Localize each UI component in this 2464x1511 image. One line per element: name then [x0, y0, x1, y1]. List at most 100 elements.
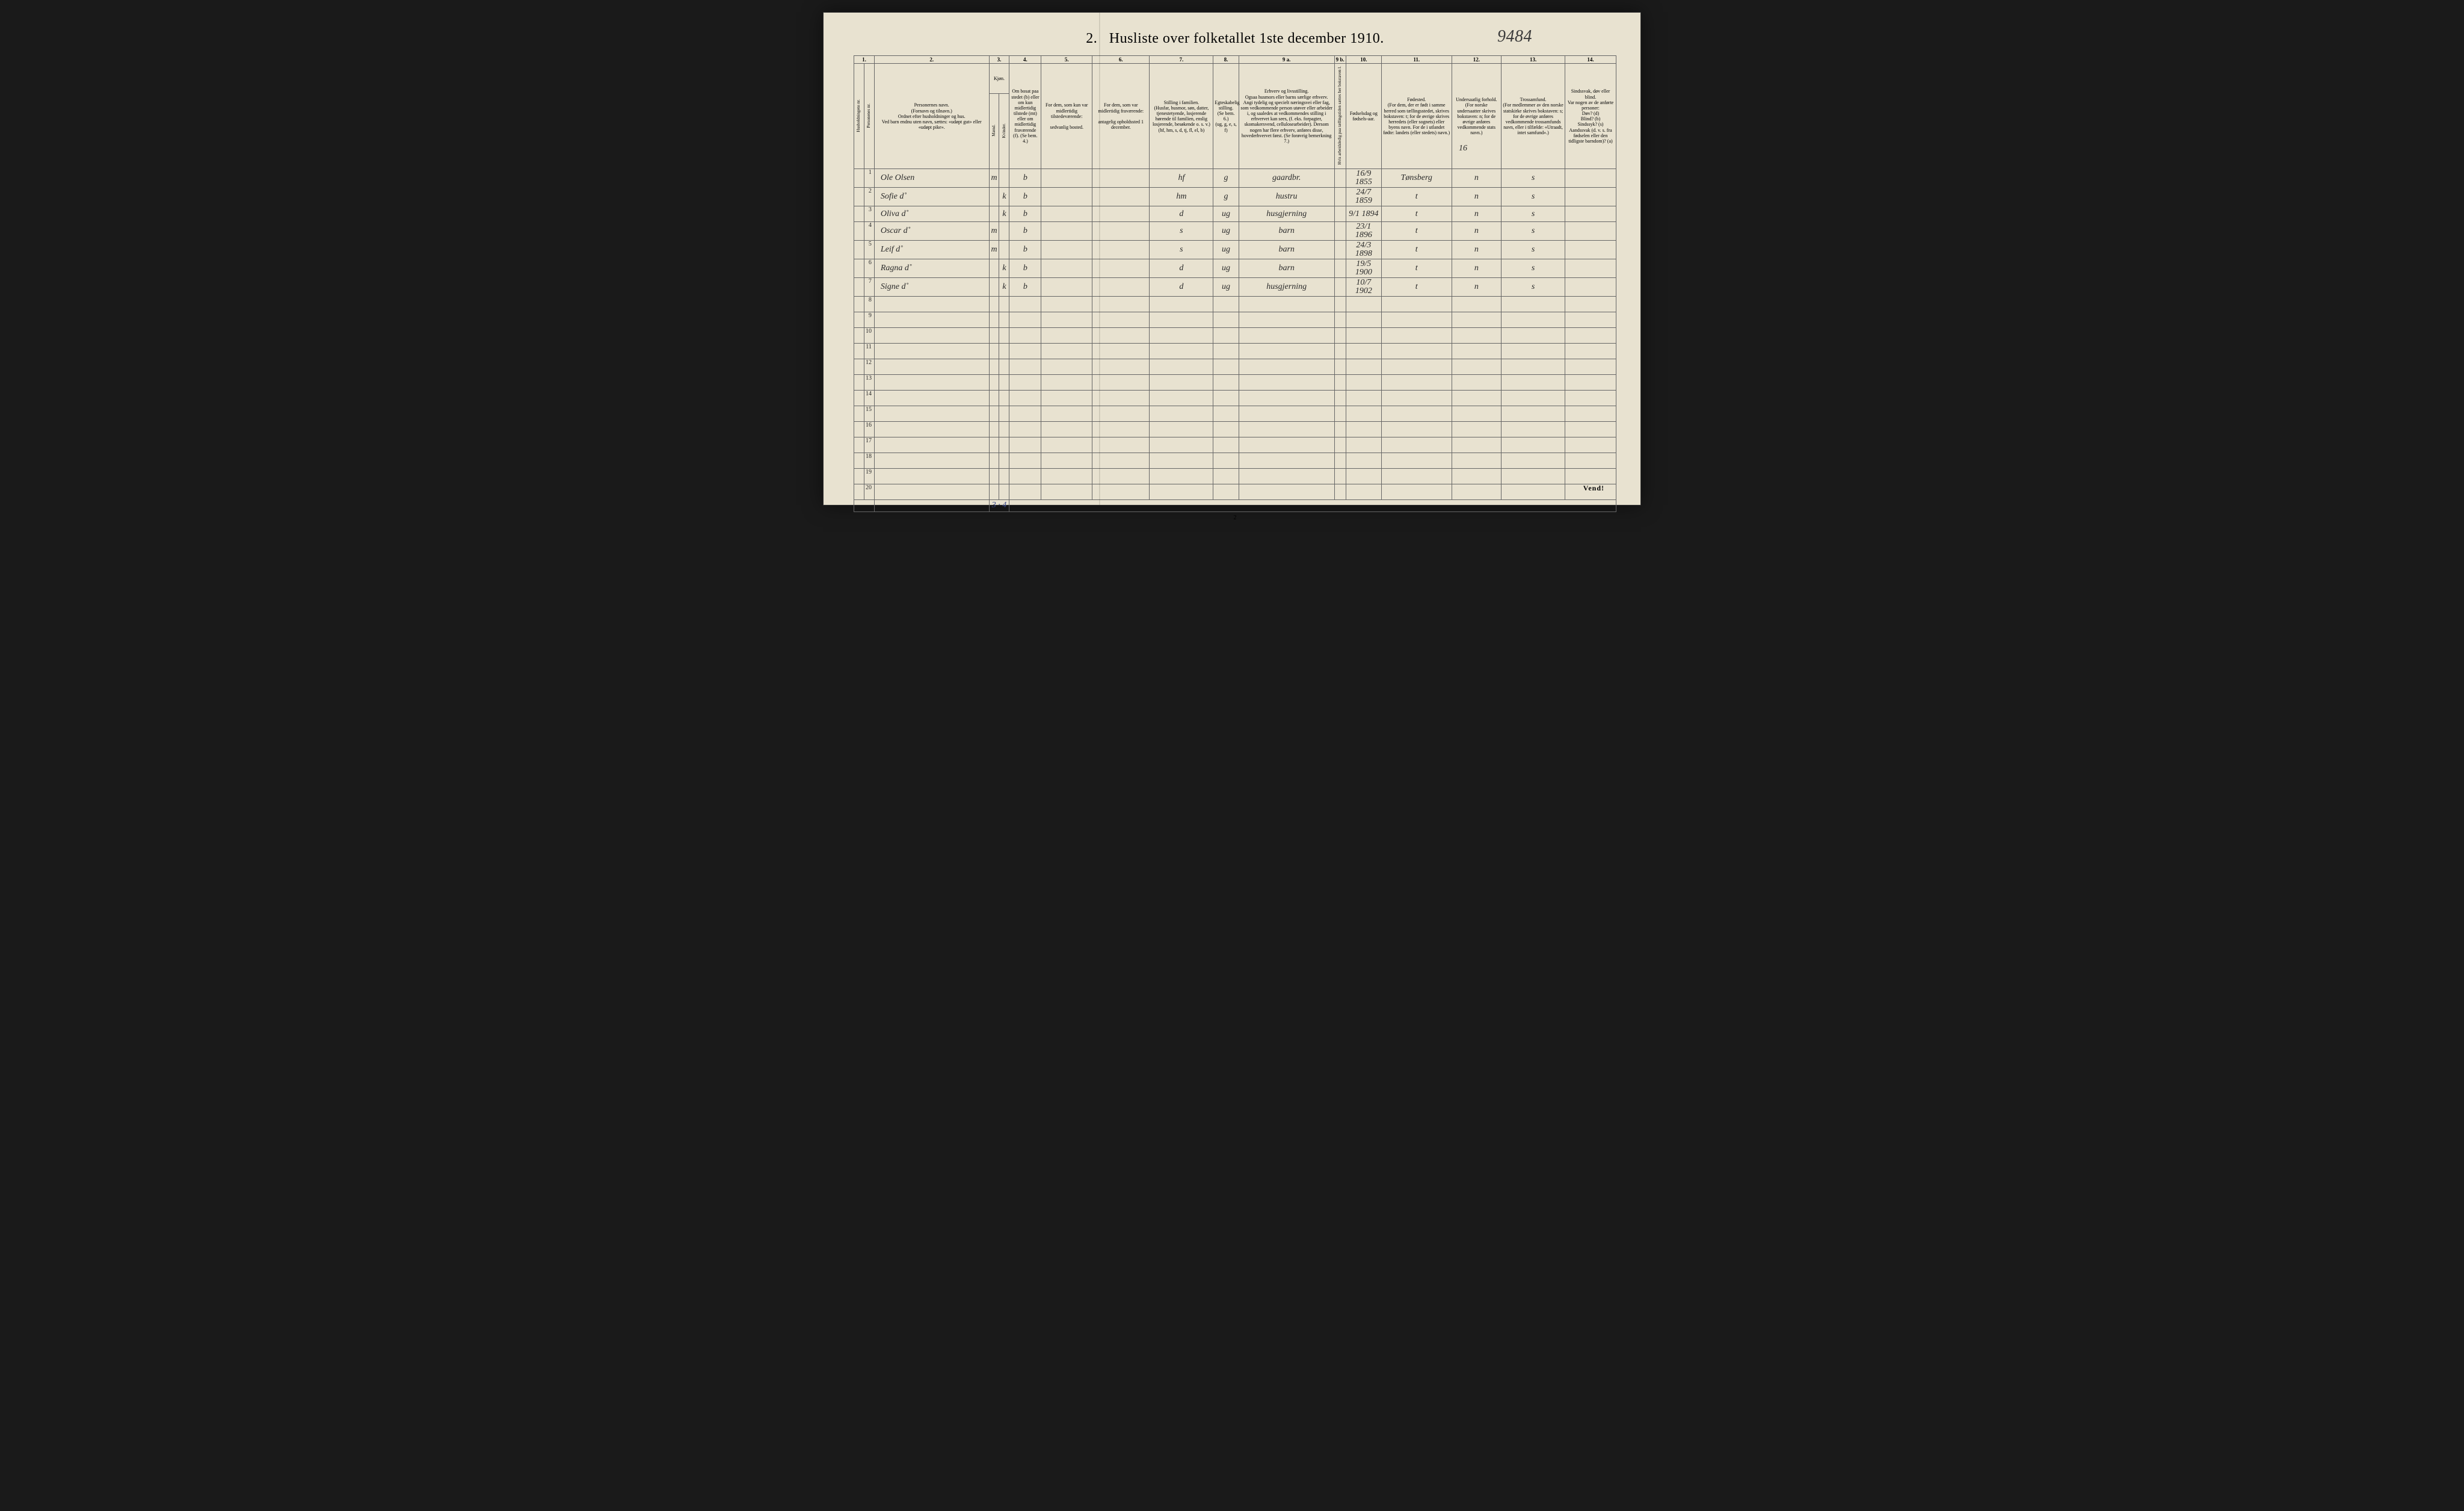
cell-fodested: t [1381, 188, 1452, 206]
cell-blank [1346, 312, 1381, 328]
cell-sex-k: k [999, 188, 1009, 206]
cell-blank [1041, 359, 1092, 375]
cell-trossamfund: s [1502, 241, 1565, 259]
cell-opholdssted [1092, 169, 1150, 188]
cell-fodselsdato: 9/1 1894 [1346, 206, 1381, 222]
cell-arbeidsledig [1334, 259, 1346, 278]
cell-household-nr [854, 328, 864, 344]
cell-sindssvak [1565, 169, 1616, 188]
cell-blank [1213, 328, 1239, 344]
cell-blank [1346, 453, 1381, 469]
cell-blank [874, 328, 989, 344]
cell-bosat: b [1009, 241, 1041, 259]
cell-blank [1502, 437, 1565, 453]
cell-blank [1041, 375, 1092, 391]
cell-blank [1239, 375, 1334, 391]
cell-blank [874, 359, 989, 375]
cell-blank [1092, 312, 1150, 328]
cell-blank [1239, 484, 1334, 500]
cell-blank [1092, 328, 1150, 344]
cell-blank [1381, 312, 1452, 328]
table-row: 3Oliva d˚kbdughusgjerning9/1 1894tns [854, 206, 1616, 222]
colnum-2: 2. [874, 56, 989, 64]
cell-blank [1009, 312, 1041, 328]
cell-blank [989, 406, 999, 422]
cell-blank [1565, 312, 1616, 328]
cell-blank [1239, 391, 1334, 406]
cell-sex-k [999, 222, 1009, 241]
cell-blank [1239, 328, 1334, 344]
cell-blank [1502, 484, 1565, 500]
table-row-blank: 18 [854, 453, 1616, 469]
cell-sedvanlig-bosted [1041, 241, 1092, 259]
table-row: 5Leif d˚mbsugbarn24/3 1898tns [854, 241, 1616, 259]
cell-blank [999, 469, 1009, 484]
cell-blank [1150, 359, 1213, 375]
cell-blank [1346, 469, 1381, 484]
cell-blank [1381, 391, 1452, 406]
cell-sex-m [989, 188, 999, 206]
cell-sedvanlig-bosted [1041, 278, 1092, 297]
cell-blank [1502, 469, 1565, 484]
cell-bosat: b [1009, 259, 1041, 278]
cell-egteskab: ug [1213, 206, 1239, 222]
cell-person-nr: 7 [864, 278, 874, 297]
cell-sex-k [999, 241, 1009, 259]
cell-blank [1041, 422, 1092, 437]
cell-blank [1565, 469, 1616, 484]
cell-blank [1213, 422, 1239, 437]
cell-blank [989, 344, 999, 359]
cell-blank [1334, 406, 1346, 422]
cell-bosat: b [1009, 222, 1041, 241]
cell-blank [1502, 391, 1565, 406]
cell-blank [1334, 312, 1346, 328]
colhead-1a: Husholdningens nr. [854, 64, 864, 169]
table-row: 2Sofie d˚kbhmghustru24/7 1859tns [854, 188, 1616, 206]
cell-undersaat: n [1452, 259, 1502, 278]
cell-arbeidsledig [1334, 169, 1346, 188]
cell-name: Leif d˚ [874, 241, 989, 259]
section-number: 2. [1086, 31, 1097, 46]
cell-blank [1150, 469, 1213, 484]
cell-opholdssted [1092, 259, 1150, 278]
cell-blank [1150, 453, 1213, 469]
cell-person-nr: 16 [864, 422, 874, 437]
cell-blank [989, 437, 999, 453]
cell-blank [1565, 297, 1616, 312]
cell-blank [874, 484, 989, 500]
cell-blank [1565, 437, 1616, 453]
cell-blank [989, 484, 999, 500]
cell-blank [1452, 328, 1502, 344]
cell-household-nr [854, 188, 864, 206]
footer-blank-2 [874, 500, 989, 512]
cell-arbeidsledig [1334, 278, 1346, 297]
cell-sindssvak [1565, 259, 1616, 278]
cell-blank [1009, 375, 1041, 391]
cell-trossamfund: s [1502, 278, 1565, 297]
cell-blank [1334, 437, 1346, 453]
colhead-5: For dem, som kun var midlertidig tilsted… [1041, 64, 1092, 169]
cell-blank [1041, 469, 1092, 484]
cell-blank [1565, 453, 1616, 469]
cell-blank [1452, 359, 1502, 375]
colhead-6: For dem, som var midlertidig fraværende:… [1092, 64, 1150, 169]
cell-blank [874, 344, 989, 359]
cell-name: Sofie d˚ [874, 188, 989, 206]
cell-blank [874, 391, 989, 406]
cell-household-nr [854, 206, 864, 222]
cell-blank [989, 469, 999, 484]
cell-household-nr [854, 312, 864, 328]
cell-person-nr: 2 [864, 188, 874, 206]
cell-blank [999, 406, 1009, 422]
cell-household-nr [854, 484, 864, 500]
table-row-blank: 12 [854, 359, 1616, 375]
cell-blank [999, 422, 1009, 437]
cell-sedvanlig-bosted [1041, 222, 1092, 241]
cell-blank [1346, 484, 1381, 500]
colnum-14: 14. [1565, 56, 1616, 64]
cell-blank [1009, 469, 1041, 484]
cell-arbeidsledig [1334, 188, 1346, 206]
cell-blank [1452, 391, 1502, 406]
cell-blank [1092, 469, 1150, 484]
cell-blank [1346, 437, 1381, 453]
